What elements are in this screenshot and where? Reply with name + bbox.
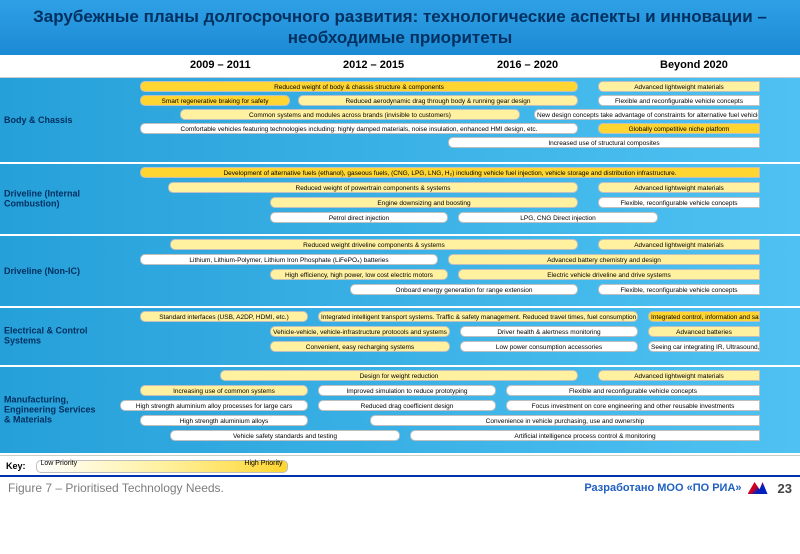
section-label: Driveline (Internal Combustion)	[0, 188, 100, 209]
section: Electrical & Control Systems Standard int…	[0, 308, 800, 367]
roadmap-bar: Vehicle safety standards and testing	[170, 430, 400, 441]
page-title: Зарубежные планы долгосрочного развития:…	[0, 0, 800, 55]
legend-label: Key:	[6, 461, 26, 471]
roadmap-bar: Flexible, reconfigurable vehicle concept…	[598, 284, 760, 295]
roadmap-bar: Smart regenerative braking for safety	[140, 95, 290, 106]
col-label: Beyond 2020	[660, 59, 728, 71]
roadmap-bar: Artificial intelligence process control …	[410, 430, 760, 441]
col-label: 2016 – 2020	[497, 59, 558, 71]
roadmap-bar: Petrol direct injection	[270, 212, 448, 223]
roadmap-bar: Onboard energy generation for range exte…	[350, 284, 578, 295]
roadmap-bar: Reduced weight of powertrain components …	[168, 182, 578, 193]
roadmap-bar: Reduced weight driveline components & sy…	[170, 239, 578, 250]
roadmap-bar: Advanced lightweight materials	[598, 182, 760, 193]
legend-low: Low Priority	[41, 460, 78, 467]
roadmap-bar: Advanced lightweight materials	[598, 370, 760, 381]
roadmap-chart: Body & Chassis Reduced weight of body & c…	[0, 77, 800, 456]
roadmap-bar: High strength aluminium alloy processes …	[120, 400, 308, 411]
roadmap-bar: High efficiency, high power, low cost el…	[270, 269, 448, 280]
roadmap-bar: Low power consumption accessories	[460, 341, 638, 352]
roadmap-bar: Standard interfaces (USB, A2DP, HDMI, et…	[140, 311, 308, 322]
roadmap-bar: Focus investment on core engineering and…	[506, 400, 760, 411]
roadmap-bar: High strength aluminium alloys	[140, 415, 308, 426]
section: Body & Chassis Reduced weight of body & c…	[0, 78, 800, 164]
page-number: 23	[778, 481, 792, 496]
logo-icon	[748, 482, 768, 494]
figure-caption: Figure 7 – Prioritised Technology Needs.	[8, 481, 224, 495]
roadmap-bar: Improved simulation to reduce prototypin…	[318, 385, 496, 396]
roadmap-bar: Seeing car integrating IR, Ultrasound, r…	[648, 341, 760, 352]
legend-gradient: Low Priority High Priority	[36, 460, 288, 473]
roadmap-bar: Vehicle-vehicle, vehicle-infrastructure …	[270, 326, 450, 337]
section-label: Electrical & Control Systems	[0, 326, 100, 347]
roadmap-bar: Advanced batteries	[648, 326, 760, 337]
legend: Key: Low Priority High Priority	[6, 460, 800, 473]
roadmap-bar: Comfortable vehicles featuring technolog…	[140, 123, 578, 134]
roadmap-bar: Convenience in vehicle purchasing, use a…	[370, 415, 760, 426]
roadmap-bar: Increased use of structural composites	[448, 137, 760, 148]
roadmap-bar: Advanced battery chemistry and design	[448, 254, 760, 265]
roadmap-bar: Driver health & alertness monitoring	[460, 326, 638, 337]
roadmap-bar: Reduced aerodynamic drag through body & …	[298, 95, 578, 106]
roadmap-bar: Lithium, Lithium-Polymer, Lithium Iron P…	[140, 254, 438, 265]
roadmap-bar: Design for weight reduction	[220, 370, 578, 381]
roadmap-bar: Increasing use of common systems	[140, 385, 308, 396]
footer: Figure 7 – Prioritised Technology Needs.…	[0, 475, 800, 496]
col-label: 2009 – 2011	[190, 59, 251, 71]
roadmap-bar: Development of alternative fuels (ethano…	[140, 167, 760, 178]
section-label: Manufacturing, Engineering Services & Ma…	[0, 394, 100, 425]
col-label: 2012 – 2015	[343, 59, 404, 71]
section: Manufacturing, Engineering Services & Ma…	[0, 367, 800, 455]
roadmap-bar: New design concepts take advantage of co…	[534, 109, 759, 120]
roadmap-bar: Reduced weight of body & chassis structu…	[140, 81, 578, 92]
roadmap-bar: Flexible, reconfigurable vehicle concept…	[598, 197, 760, 208]
roadmap-bar: Electric vehicle driveline and drive sys…	[458, 269, 760, 280]
roadmap-bar: Advanced lightweight materials	[598, 239, 760, 250]
section: Driveline (Non-IC) Reduced weight driveli…	[0, 236, 800, 308]
roadmap-bar: Flexible and reconfigurable vehicle conc…	[598, 95, 760, 106]
roadmap-bar: Engine downsizing and boosting	[270, 197, 578, 208]
roadmap-bar: Common systems and modules across brands…	[180, 109, 520, 120]
footer-text: Разработано МОО «ПО РИА»	[584, 482, 741, 494]
roadmap-bar: Advanced lightweight materials	[598, 81, 760, 92]
legend-high: High Priority	[244, 460, 282, 467]
section: Driveline (Internal Combustion) Developme…	[0, 164, 800, 236]
section-label: Body & Chassis	[0, 114, 100, 124]
section-label: Driveline (Non-IC)	[0, 265, 100, 275]
column-headers: 2009 – 2011 2012 – 2015 2016 – 2020 Beyond …	[0, 59, 800, 77]
roadmap-bar: Integrated control, information and safe…	[648, 311, 760, 322]
roadmap-bar: Integrated intelligent transport systems…	[318, 311, 638, 322]
roadmap-bar: Globally competitive niche platform	[598, 123, 760, 134]
roadmap-bar: LPG, CNG Direct injection	[458, 212, 658, 223]
roadmap-bar: Convenient, easy recharging systems	[270, 341, 450, 352]
roadmap-bar: Reduced drag coefficient design	[318, 400, 496, 411]
roadmap-bar: Flexible and reconfigurable vehicle conc…	[506, 385, 760, 396]
